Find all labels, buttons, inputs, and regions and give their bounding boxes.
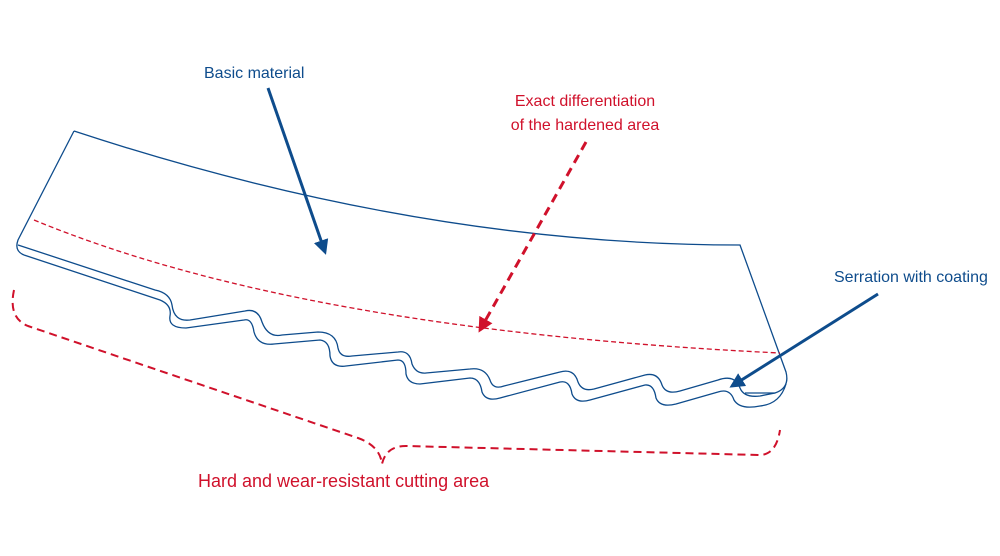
differentiation-label-line2: of the hardened area <box>510 117 660 134</box>
basic-material-label: Basic material <box>204 65 305 82</box>
serration-arrow <box>729 292 879 388</box>
differentiation-label-line1: Exact differentiation <box>514 93 656 110</box>
serration-label: Serration with coating <box>834 269 988 286</box>
hardened-area-boundary <box>33 219 781 354</box>
cutting-area-brace <box>11 289 781 465</box>
serration-edge-inner <box>23 254 787 408</box>
cutting-area-label: Hard and wear-resistant cutting area <box>198 471 490 491</box>
blade-outline <box>16 130 788 394</box>
basic-material-arrow <box>266 87 329 255</box>
serration-edge-outer <box>17 244 776 397</box>
differentiation-arrow <box>478 141 588 333</box>
